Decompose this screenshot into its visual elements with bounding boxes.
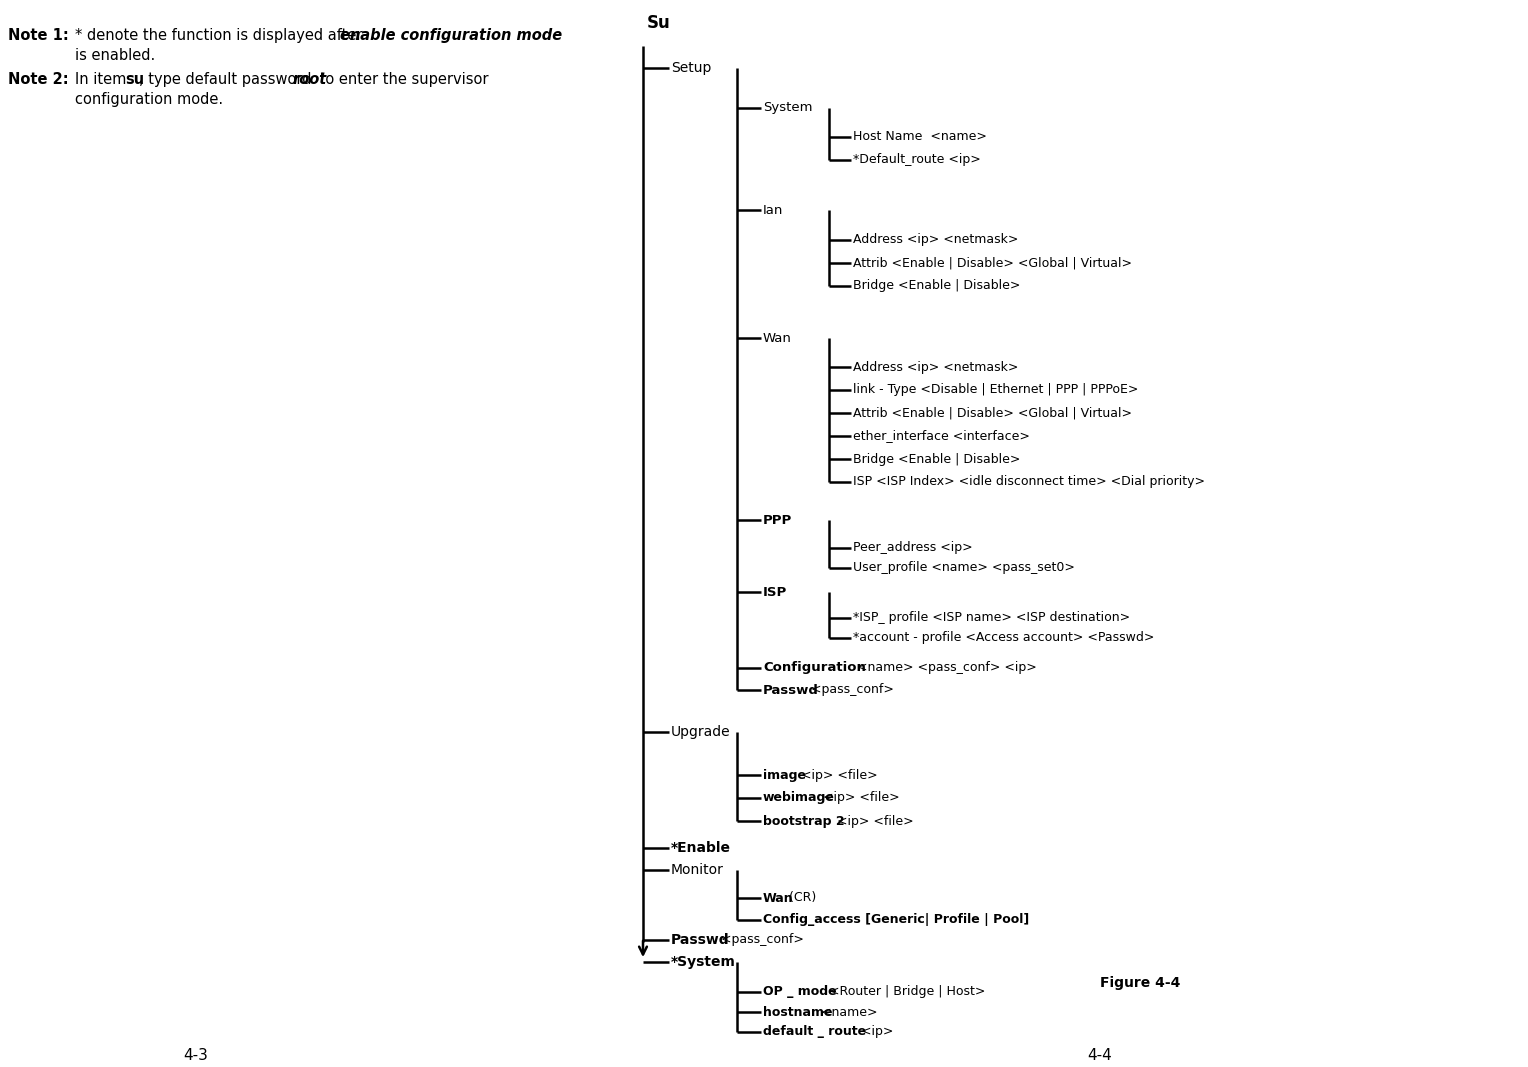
Text: 4-3: 4-3 <box>183 1048 208 1063</box>
Text: Address <ip> <netmask>: Address <ip> <netmask> <box>853 361 1018 373</box>
Text: <pass_conf>: <pass_conf> <box>807 684 894 697</box>
Text: System: System <box>762 101 813 114</box>
Text: *account - profile <Access account> <Passwd>: *account - profile <Access account> <Pas… <box>853 632 1154 644</box>
Text: webimage: webimage <box>762 792 834 805</box>
Text: *Enable: *Enable <box>671 841 730 855</box>
Text: Address <ip> <netmask>: Address <ip> <netmask> <box>853 234 1018 246</box>
Text: * denote the function is displayed after: * denote the function is displayed after <box>75 28 367 43</box>
Text: link - Type <Disable | Ethernet | PPP | PPPoE>: link - Type <Disable | Ethernet | PPP | … <box>853 383 1138 397</box>
Text: <name> <pass_conf> <ip>: <name> <pass_conf> <ip> <box>853 662 1038 674</box>
Text: , type default password: , type default password <box>139 71 316 87</box>
Text: ether_interface <interface>: ether_interface <interface> <box>853 430 1030 443</box>
Text: is enabled.: is enabled. <box>75 48 156 63</box>
Text: PPP: PPP <box>762 513 792 526</box>
Text: Note 2:: Note 2: <box>8 71 69 87</box>
Text: su: su <box>125 71 144 87</box>
Text: Bridge <Enable | Disable>: Bridge <Enable | Disable> <box>853 452 1021 465</box>
Text: Attrib <Enable | Disable> <Global | Virtual>: Attrib <Enable | Disable> <Global | Virt… <box>853 407 1132 419</box>
Text: <ip> <file>: <ip> <file> <box>833 814 914 828</box>
Text: bootstrap 2: bootstrap 2 <box>762 814 845 828</box>
Text: *ISP_ profile <ISP name> <ISP destination>: *ISP_ profile <ISP name> <ISP destinatio… <box>853 611 1131 624</box>
Text: (CR): (CR) <box>785 892 816 905</box>
Text: 4-4: 4-4 <box>1088 1048 1112 1063</box>
Text: <ip>: <ip> <box>857 1025 894 1038</box>
Text: default _ route: default _ route <box>762 1025 866 1038</box>
Text: Upgrade: Upgrade <box>671 724 730 739</box>
Text: Bridge <Enable | Disable>: Bridge <Enable | Disable> <box>853 280 1021 292</box>
Text: to enter the supervisor: to enter the supervisor <box>315 71 489 87</box>
Text: In item: In item <box>75 71 131 87</box>
Text: Config_access [Generic| Profile | Pool]: Config_access [Generic| Profile | Pool] <box>762 913 1030 926</box>
Text: <Router | Bridge | Host>: <Router | Bridge | Host> <box>825 986 986 999</box>
Text: enable configuration mode: enable configuration mode <box>341 28 562 43</box>
Text: image: image <box>762 768 805 781</box>
Text: Note 1:: Note 1: <box>8 28 69 43</box>
Text: ISP <ISP Index> <idle disconnect time> <Dial priority>: ISP <ISP Index> <idle disconnect time> <… <box>853 476 1206 489</box>
Text: Wan: Wan <box>762 892 793 905</box>
Text: Figure 4-4: Figure 4-4 <box>1100 976 1180 990</box>
Text: hostname: hostname <box>762 1005 833 1019</box>
Text: OP _ mode: OP _ mode <box>762 986 837 999</box>
Text: *Default_route <ip>: *Default_route <ip> <box>853 154 981 166</box>
Text: Setup: Setup <box>671 61 712 75</box>
Text: configuration mode.: configuration mode. <box>75 92 223 107</box>
Text: Passwd: Passwd <box>762 684 819 697</box>
Text: Su: Su <box>646 14 671 32</box>
Text: ISP: ISP <box>762 586 787 599</box>
Text: Passwd: Passwd <box>671 933 730 947</box>
Text: root: root <box>293 71 327 87</box>
Text: Ian: Ian <box>762 204 784 217</box>
Text: *System: *System <box>671 955 736 969</box>
Text: Host Name  <name>: Host Name <name> <box>853 130 987 143</box>
Text: <ip> <file>: <ip> <file> <box>819 792 900 805</box>
Text: <ip> <file>: <ip> <file> <box>798 768 877 781</box>
Text: Attrib <Enable | Disable> <Global | Virtual>: Attrib <Enable | Disable> <Global | Virt… <box>853 256 1132 270</box>
Text: <pass_conf>: <pass_conf> <box>717 934 804 946</box>
Text: Configuration: Configuration <box>762 662 866 674</box>
Text: <name>: <name> <box>817 1005 877 1019</box>
Text: User_profile <name> <pass_set0>: User_profile <name> <pass_set0> <box>853 561 1074 574</box>
Text: Monitor: Monitor <box>671 863 724 877</box>
Text: Wan: Wan <box>762 332 792 345</box>
Text: Peer_address <ip>: Peer_address <ip> <box>853 541 973 555</box>
